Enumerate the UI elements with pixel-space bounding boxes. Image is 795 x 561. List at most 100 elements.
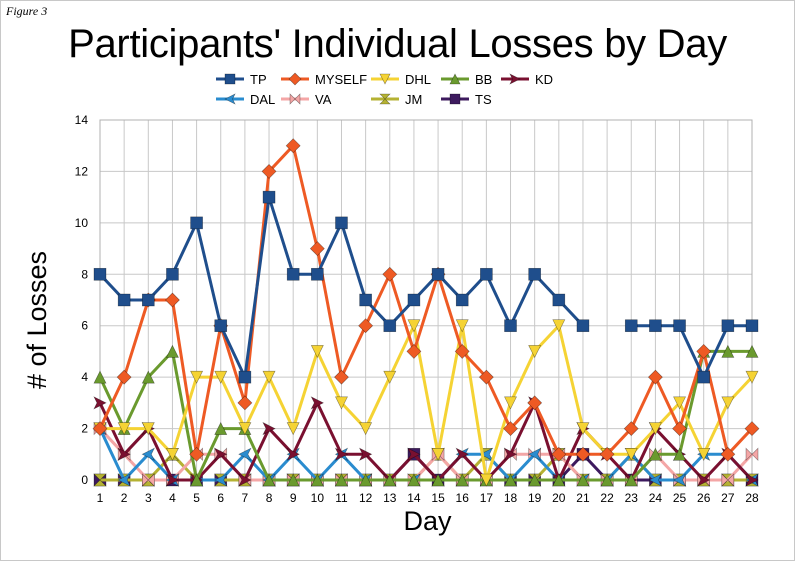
- point-tp: [624, 319, 638, 333]
- point-kd: [93, 396, 107, 410]
- point-dhl: [479, 473, 493, 487]
- point-myself: [503, 421, 518, 436]
- point-myself: [309, 241, 325, 256]
- point-tp: [166, 267, 179, 281]
- x-tick-label: 25: [673, 491, 687, 505]
- point-kd: [165, 473, 180, 487]
- point-kd: [310, 396, 325, 410]
- point-bb: [214, 421, 228, 435]
- point-bb: [600, 473, 614, 487]
- point-tp: [697, 370, 711, 384]
- point-bb: [528, 473, 542, 487]
- point-myself: [672, 421, 687, 436]
- point-dhl: [214, 370, 228, 384]
- legend-marker-dal: [224, 93, 236, 105]
- point-tp: [745, 319, 759, 333]
- point-dal: [214, 473, 228, 487]
- point-tp: [311, 267, 324, 281]
- y-tick-label: 10: [75, 216, 89, 230]
- y-tick-label: 4: [81, 370, 88, 384]
- point-tp: [721, 319, 735, 333]
- x-tick-label: 16: [456, 491, 470, 505]
- legend-marker-kd: [509, 73, 521, 85]
- y-tick-label: 8: [81, 267, 88, 281]
- point-myself: [454, 344, 470, 359]
- point-tp: [576, 319, 590, 333]
- x-tick-label: 27: [721, 491, 735, 505]
- x-tick-label: 13: [383, 491, 397, 505]
- point-myself: [358, 318, 374, 334]
- legend-marker-va: [289, 93, 301, 105]
- x-tick-label: 23: [625, 491, 639, 505]
- point-dhl: [359, 422, 373, 436]
- legend-marker-tp: [224, 73, 236, 85]
- x-tick-label: 1: [97, 491, 104, 505]
- legend-label-kd: KD: [535, 72, 553, 87]
- point-va: [745, 447, 759, 462]
- point-tp: [431, 267, 445, 281]
- point-bb: [359, 473, 373, 487]
- series-line-bb: [98, 349, 752, 482]
- point-dhl: [673, 396, 687, 410]
- point-bb: [455, 473, 469, 487]
- point-bb: [93, 370, 107, 384]
- point-dhl: [528, 345, 542, 359]
- x-tick-label: 10: [311, 491, 325, 505]
- point-kd: [214, 447, 228, 461]
- point-myself: [116, 369, 132, 385]
- point-myself: [237, 395, 253, 411]
- point-bb: [310, 473, 324, 487]
- point-dhl: [334, 396, 348, 410]
- point-dhl: [238, 422, 252, 436]
- point-bb: [673, 447, 687, 461]
- point-myself: [551, 446, 567, 462]
- point-bb: [624, 473, 638, 487]
- x-tick-label: 8: [266, 491, 273, 505]
- point-tp: [480, 267, 493, 281]
- legend-label-va: VA: [315, 92, 332, 107]
- legend-marker-ts: [449, 93, 461, 105]
- point-bb: [383, 473, 397, 487]
- point-tp: [383, 319, 397, 333]
- x-tick-label: 14: [407, 491, 421, 505]
- point-bb: [552, 473, 566, 487]
- point-myself: [92, 421, 108, 436]
- point-dhl: [310, 345, 324, 359]
- point-bb: [190, 473, 204, 487]
- x-tick-label: 22: [600, 491, 614, 505]
- point-jm: [93, 473, 107, 487]
- point-dhl: [286, 422, 300, 436]
- point-dal: [141, 447, 155, 461]
- point-dhl: [745, 370, 759, 384]
- point-dhl: [455, 319, 469, 333]
- legend-label-myself: MYSELF: [315, 72, 367, 87]
- y-tick-label: 14: [75, 113, 89, 127]
- point-myself: [696, 344, 712, 359]
- point-bb: [745, 344, 759, 358]
- point-bb: [262, 473, 276, 487]
- point-tp: [407, 293, 421, 307]
- point-myself: [575, 446, 591, 462]
- figure-label: Figure 3: [6, 4, 48, 18]
- x-axis-label: Day: [403, 506, 452, 536]
- point-kd: [745, 473, 759, 487]
- point-dal: [527, 447, 542, 461]
- point-bb: [576, 473, 590, 487]
- point-dhl: [262, 370, 276, 384]
- legend-label-dal: DAL: [250, 92, 275, 107]
- point-dhl: [431, 447, 445, 461]
- x-tick-label: 2: [121, 491, 128, 505]
- point-bb: [407, 473, 421, 487]
- point-myself: [165, 292, 180, 308]
- point-dhl: [504, 396, 518, 410]
- point-myself: [623, 421, 639, 436]
- plot-area: [100, 120, 752, 480]
- x-tick-label: 12: [359, 491, 373, 505]
- point-bb: [334, 473, 348, 487]
- point-tp: [673, 319, 686, 333]
- series-line-dhl: [100, 324, 754, 482]
- point-bb: [165, 344, 179, 358]
- legend-label-jm: JM: [405, 92, 422, 107]
- legend-label-dhl: DHL: [405, 72, 431, 87]
